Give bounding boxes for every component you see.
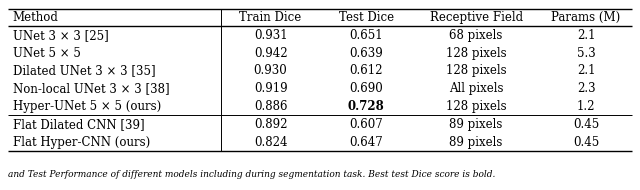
Text: 0.892: 0.892	[254, 118, 287, 131]
Text: 89 pixels: 89 pixels	[449, 118, 503, 131]
Text: 5.3: 5.3	[577, 47, 595, 60]
Text: 0.651: 0.651	[349, 29, 383, 42]
Text: 0.919: 0.919	[254, 82, 287, 95]
Text: Flat Hyper-CNN (ours): Flat Hyper-CNN (ours)	[13, 136, 150, 149]
Text: 0.824: 0.824	[254, 136, 287, 149]
Text: 2.1: 2.1	[577, 29, 595, 42]
Text: 0.45: 0.45	[573, 118, 599, 131]
Text: 0.612: 0.612	[349, 64, 383, 77]
Text: and Test Performance of different models including during segmentation task. Bes: and Test Performance of different models…	[8, 170, 495, 179]
Text: Flat Dilated CNN [39]: Flat Dilated CNN [39]	[13, 118, 145, 131]
Text: 2.3: 2.3	[577, 82, 595, 95]
Text: 0.639: 0.639	[349, 47, 383, 60]
Text: All pixels: All pixels	[449, 82, 504, 95]
Text: 1.2: 1.2	[577, 100, 595, 113]
Text: 0.728: 0.728	[348, 100, 385, 113]
Text: 89 pixels: 89 pixels	[449, 136, 503, 149]
Text: Dilated UNet 3 × 3 [35]: Dilated UNet 3 × 3 [35]	[13, 64, 156, 77]
Text: 128 pixels: 128 pixels	[446, 47, 506, 60]
Text: UNet 3 × 3 [25]: UNet 3 × 3 [25]	[13, 29, 109, 42]
Text: 128 pixels: 128 pixels	[446, 100, 506, 113]
Text: Receptive Field: Receptive Field	[429, 11, 523, 24]
Text: 0.931: 0.931	[254, 29, 287, 42]
Text: 0.607: 0.607	[349, 118, 383, 131]
Text: Train Dice: Train Dice	[239, 11, 301, 24]
Text: 68 pixels: 68 pixels	[449, 29, 503, 42]
Text: Non-local UNet 3 × 3 [38]: Non-local UNet 3 × 3 [38]	[13, 82, 170, 95]
Text: 0.942: 0.942	[254, 47, 287, 60]
Text: 2.1: 2.1	[577, 64, 595, 77]
Text: Hyper-UNet 5 × 5 (ours): Hyper-UNet 5 × 5 (ours)	[13, 100, 161, 113]
Text: 0.886: 0.886	[254, 100, 287, 113]
Text: Params (M): Params (M)	[552, 11, 621, 24]
Text: 128 pixels: 128 pixels	[446, 64, 506, 77]
Text: Test Dice: Test Dice	[339, 11, 394, 24]
Text: 0.690: 0.690	[349, 82, 383, 95]
Text: Method: Method	[13, 11, 59, 24]
Text: UNet 5 × 5: UNet 5 × 5	[13, 47, 81, 60]
Text: 0.45: 0.45	[573, 136, 599, 149]
Text: 0.647: 0.647	[349, 136, 383, 149]
Text: 0.930: 0.930	[253, 64, 287, 77]
